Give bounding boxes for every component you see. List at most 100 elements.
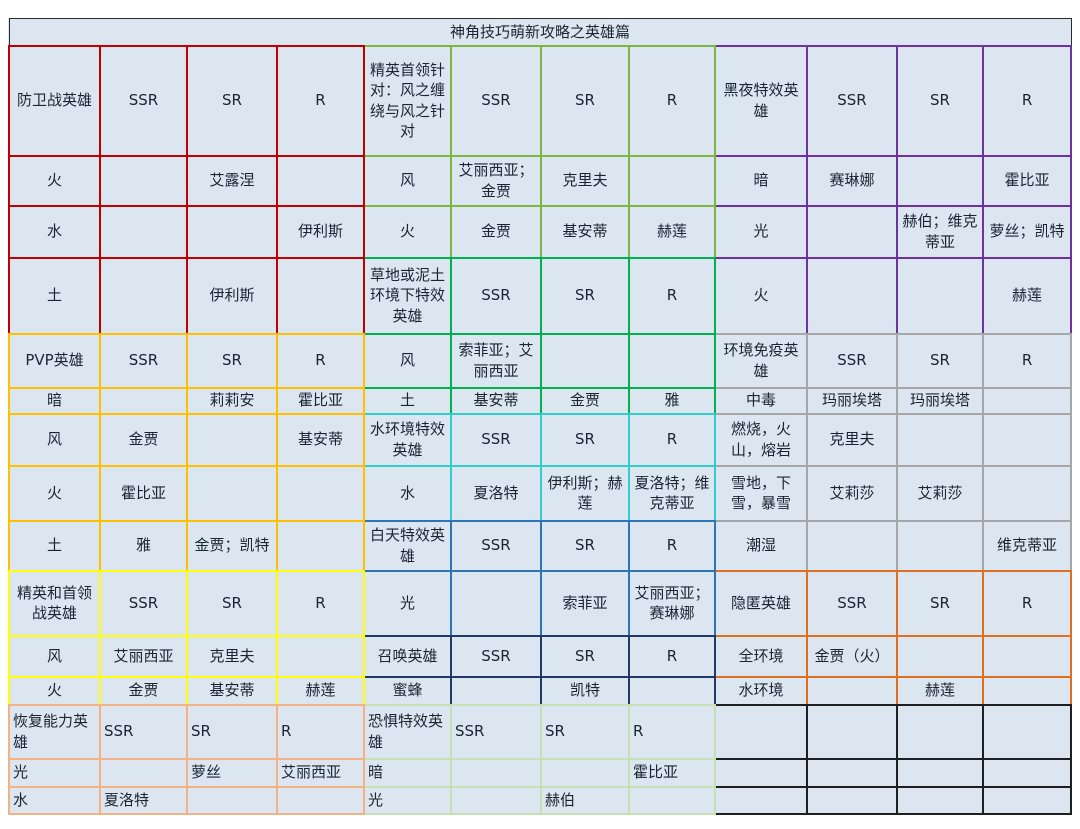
table-cell xyxy=(714,785,808,815)
table-cell: SR xyxy=(186,44,278,157)
table-row: 恢复能力英雄 SSR SR R 恐惧特效英雄 SSR SR R xyxy=(8,703,1073,760)
table-cell: 精英首领针对：风之缠绕与风之针对 xyxy=(363,44,452,157)
table-cell: 光 xyxy=(8,757,101,788)
table-row: 风艾丽西亚 克里夫 召唤英雄 SSR SR R 全环境 金贾（火） xyxy=(8,634,1073,678)
heroes-table: 神角技巧萌新攻略之英雄篇 防卫战英雄 SSR SR R 精英首领针对：风之缠绕与风之针对… xyxy=(8,18,1073,815)
table-cell xyxy=(896,634,984,678)
table-cell: R xyxy=(981,332,1073,389)
table-cell: 基安蒂 xyxy=(540,204,630,259)
table-cell: 光 xyxy=(363,785,452,815)
table-cell: 风 xyxy=(8,634,101,678)
table-cell: SSR xyxy=(806,569,898,637)
table-cell: SR xyxy=(540,703,630,760)
table-cell: 暗 xyxy=(363,757,452,788)
page-title: 神角技巧萌新攻略之英雄篇 xyxy=(8,18,1072,46)
table-row: 土 伊利斯 草地或泥土环境下特效英雄 SSR SR R 火 赫莲 xyxy=(8,256,1073,335)
table-cell xyxy=(540,757,630,788)
table-cell xyxy=(981,634,1073,678)
table-cell: 基安蒂 xyxy=(450,386,542,415)
table-cell: 基安蒂 xyxy=(276,412,365,467)
table-cell: 黑夜特效英雄 xyxy=(714,44,808,157)
table-cell: 克里夫 xyxy=(186,634,278,678)
table-cell: 草地或泥土环境下特效英雄 xyxy=(363,256,452,335)
table-cell: SR xyxy=(186,569,278,637)
table-cell: 霍比亚 xyxy=(99,464,188,522)
table-cell: R xyxy=(276,44,365,157)
table-cell: 土 xyxy=(363,386,452,415)
table-cell: SSR xyxy=(450,634,542,678)
table-cell xyxy=(896,412,984,467)
table-cell: 索菲亚 xyxy=(540,569,630,637)
title-row: 神角技巧萌新攻略之英雄篇 xyxy=(8,18,1072,46)
table-cell xyxy=(99,386,188,415)
table-cell: 水 xyxy=(363,464,452,522)
table-cell xyxy=(276,256,365,335)
table-cell: 雅 xyxy=(99,519,188,572)
table-cell: 环境免疫英雄 xyxy=(714,332,808,389)
table-cell xyxy=(806,785,898,815)
table-cell xyxy=(276,634,365,678)
table-cell: SSR xyxy=(450,412,542,467)
table-cell xyxy=(276,154,365,207)
table-row: 风金贾 基安蒂 水环境特效英雄 SSR SR R 燃烧，火山，熔岩 克里夫 xyxy=(8,412,1073,467)
table-cell: R xyxy=(628,256,716,335)
table-cell xyxy=(276,519,365,572)
table-cell: 蜜蜂 xyxy=(363,675,452,706)
table-cell: SSR xyxy=(99,703,188,760)
table-row: 土雅金贾；凯特 白天特效英雄 SSR SR R 潮湿 维克蒂亚 xyxy=(8,519,1073,572)
table-cell: 克里夫 xyxy=(806,412,898,467)
table-cell: 赫莲 xyxy=(628,204,716,259)
table-row: 光 萝丝 艾丽西亚暗 霍比亚 xyxy=(8,757,1073,788)
table-cell xyxy=(99,204,188,259)
table-cell xyxy=(806,519,898,572)
table-cell xyxy=(806,757,898,788)
table-cell xyxy=(981,703,1073,760)
table-cell xyxy=(896,154,984,207)
table-cell: SSR xyxy=(450,519,542,572)
table-cell: 夏洛特；维克蒂亚 xyxy=(628,464,716,522)
table-cell: SR xyxy=(540,44,630,157)
table-cell xyxy=(981,757,1073,788)
table-cell: 金贾；凯特 xyxy=(186,519,278,572)
table-cell: 全环境 xyxy=(714,634,808,678)
table-row: 防卫战英雄 SSR SR R 精英首领针对：风之缠绕与风之针对 SSR SR R 黑夜特效英雄 S… xyxy=(8,44,1073,157)
table-cell xyxy=(450,785,542,815)
table-row: 水夏洛特 光 赫伯 xyxy=(8,785,1073,815)
table-cell: SSR xyxy=(450,703,542,760)
table-cell: 艾丽西亚；金贾 xyxy=(450,154,542,207)
table-cell: 风 xyxy=(8,412,101,467)
table-cell: 凯特 xyxy=(540,675,630,706)
table-cell xyxy=(450,675,542,706)
table-cell: 艾莉莎 xyxy=(806,464,898,522)
table-cell: R xyxy=(981,569,1073,637)
table-cell: 萝丝；凯特 xyxy=(981,204,1073,259)
table-cell: SR xyxy=(186,703,278,760)
table-cell: SR xyxy=(540,519,630,572)
table-cell: 雅 xyxy=(628,386,716,415)
table-cell: 水 xyxy=(8,785,101,815)
table-cell xyxy=(99,154,188,207)
table-cell: SR xyxy=(186,332,278,389)
table-cell xyxy=(186,412,278,467)
table-cell: 金贾 xyxy=(450,204,542,259)
table-cell: SR xyxy=(540,412,630,467)
table-row: 火 艾露涅 风艾丽西亚；金贾 克里夫 暗赛琳娜 霍比亚 xyxy=(8,154,1073,207)
table-cell: 防卫战英雄 xyxy=(8,44,101,157)
table-cell: SR xyxy=(896,332,984,389)
table-cell xyxy=(896,757,984,788)
table-cell: 雪地，下雪，暴雪 xyxy=(714,464,808,522)
table-cell xyxy=(806,703,898,760)
table-cell: 金贾 xyxy=(540,386,630,415)
table-cell: SR xyxy=(896,569,984,637)
table-cell xyxy=(540,332,630,389)
table-cell: SSR xyxy=(450,44,542,157)
table-cell: 火 xyxy=(363,204,452,259)
table-cell: 光 xyxy=(363,569,452,637)
table-cell: SSR xyxy=(99,44,188,157)
table-cell: 火 xyxy=(714,256,808,335)
table-cell: 霍比亚 xyxy=(628,757,716,788)
table-cell: 赫莲 xyxy=(276,675,365,706)
table-cell: 火 xyxy=(8,464,101,522)
table-cell xyxy=(628,785,716,815)
table-cell: 召唤英雄 xyxy=(363,634,452,678)
